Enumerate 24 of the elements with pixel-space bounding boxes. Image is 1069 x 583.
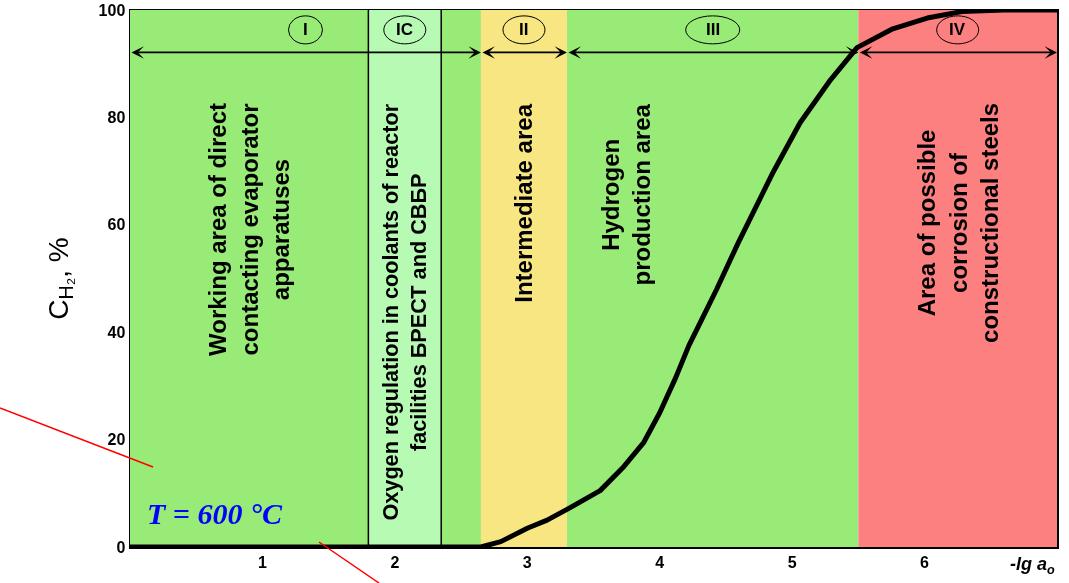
x-tick-label: 2 [390,553,400,571]
y-tick-label: 20 [107,431,126,449]
x-tick-label: 3 [522,553,532,571]
y-tick-label: 100 [98,1,126,19]
band-label: IV [949,20,966,39]
x-tick-label: 4 [655,553,665,571]
band-label: IC [396,20,413,39]
x-axis-title: -lg a$_{o}$ [1010,554,1056,577]
annotation: Oxygen regulation in coolants of reactor facilities БРЕСТ and СВБР [378,103,432,521]
x-tick-label: 5 [787,553,797,571]
annotation: Intermediate area [510,103,538,303]
band-label: I [303,20,308,39]
x-tick-label: 6 [920,553,930,571]
annotation: Working area of direct contacting evaporator apparatuses [204,103,294,356]
annotation: Hydrogen production area [596,103,656,286]
y-tick-label: 40 [107,323,126,341]
y-tick-label: 80 [107,109,126,126]
y-tick-label: 60 [107,216,126,234]
x-tick-label: 1 [257,553,267,571]
band-label: II [519,20,529,39]
band-label: III [706,20,721,39]
annotation: T = 600 °C [147,497,283,530]
annotation: Area of possible corrosion of constructional steels [913,102,1003,343]
y-tick-label: 0 [116,538,126,556]
